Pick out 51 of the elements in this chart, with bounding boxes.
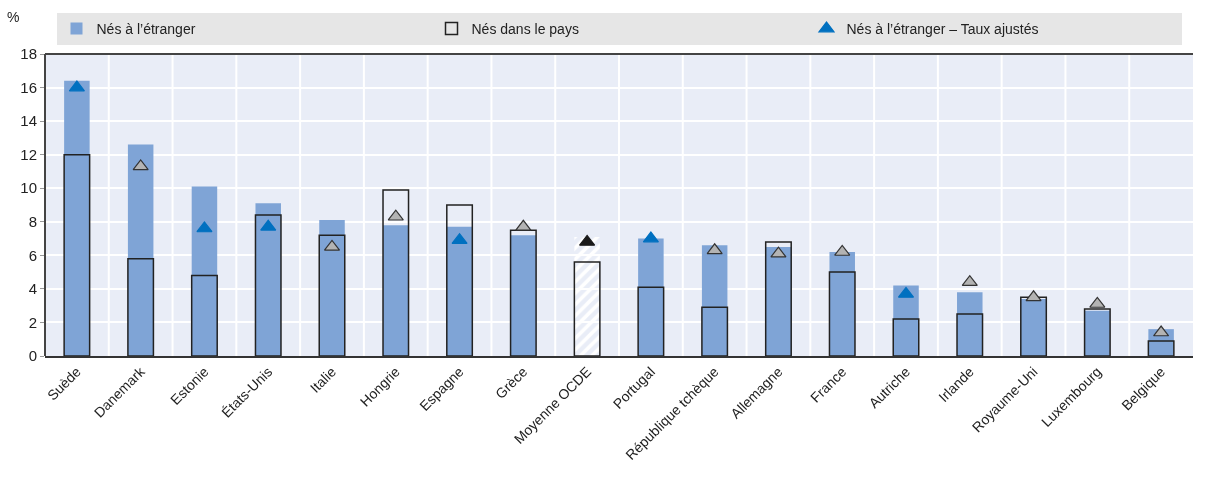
point <box>706 243 723 255</box>
bar <box>701 245 728 356</box>
legend-label: Nés à l’étranger – Taux ajustés <box>846 21 1039 37</box>
bar <box>446 226 473 356</box>
bar <box>1147 340 1175 356</box>
y-tick-label: 16 <box>20 78 37 96</box>
point <box>1153 325 1170 337</box>
bar <box>957 292 983 356</box>
bar <box>956 313 984 356</box>
point <box>834 244 851 256</box>
bar <box>828 271 856 356</box>
bar <box>318 234 346 356</box>
y-tick-label: 4 <box>28 280 37 298</box>
bar <box>190 274 218 356</box>
bar <box>63 153 91 356</box>
legend-label: Nés à l’étranger <box>96 21 196 37</box>
point <box>515 219 532 231</box>
point <box>132 159 149 171</box>
point <box>1089 296 1106 308</box>
point <box>1025 290 1042 302</box>
point <box>387 209 404 221</box>
point <box>961 275 978 287</box>
point <box>260 219 277 231</box>
y-tick-label: 0 <box>28 347 37 365</box>
bar <box>638 238 664 356</box>
bar <box>892 318 920 356</box>
point <box>68 80 85 92</box>
bar <box>127 257 155 356</box>
point <box>579 234 596 246</box>
bar <box>446 204 474 356</box>
y-tick-label: 10 <box>20 179 37 197</box>
bar <box>637 286 665 356</box>
point <box>196 221 213 233</box>
bar <box>127 144 154 356</box>
bar <box>64 80 90 356</box>
bar <box>573 261 601 356</box>
y-tick-label: 14 <box>20 112 37 130</box>
y-tick-label: 2 <box>28 313 37 331</box>
y-tick-label: 8 <box>28 213 37 231</box>
point <box>642 231 659 243</box>
y-axis-title: % <box>7 9 20 25</box>
legend-label: Nés dans le pays <box>471 21 579 37</box>
y-tick-label: 18 <box>20 45 37 63</box>
bar <box>382 189 410 356</box>
bar <box>383 225 409 356</box>
y-tick-label: 6 <box>28 246 37 264</box>
y-tick-label: 12 <box>20 145 37 163</box>
bar <box>701 306 729 356</box>
point <box>451 233 468 245</box>
point <box>770 246 787 258</box>
bar <box>191 186 218 356</box>
